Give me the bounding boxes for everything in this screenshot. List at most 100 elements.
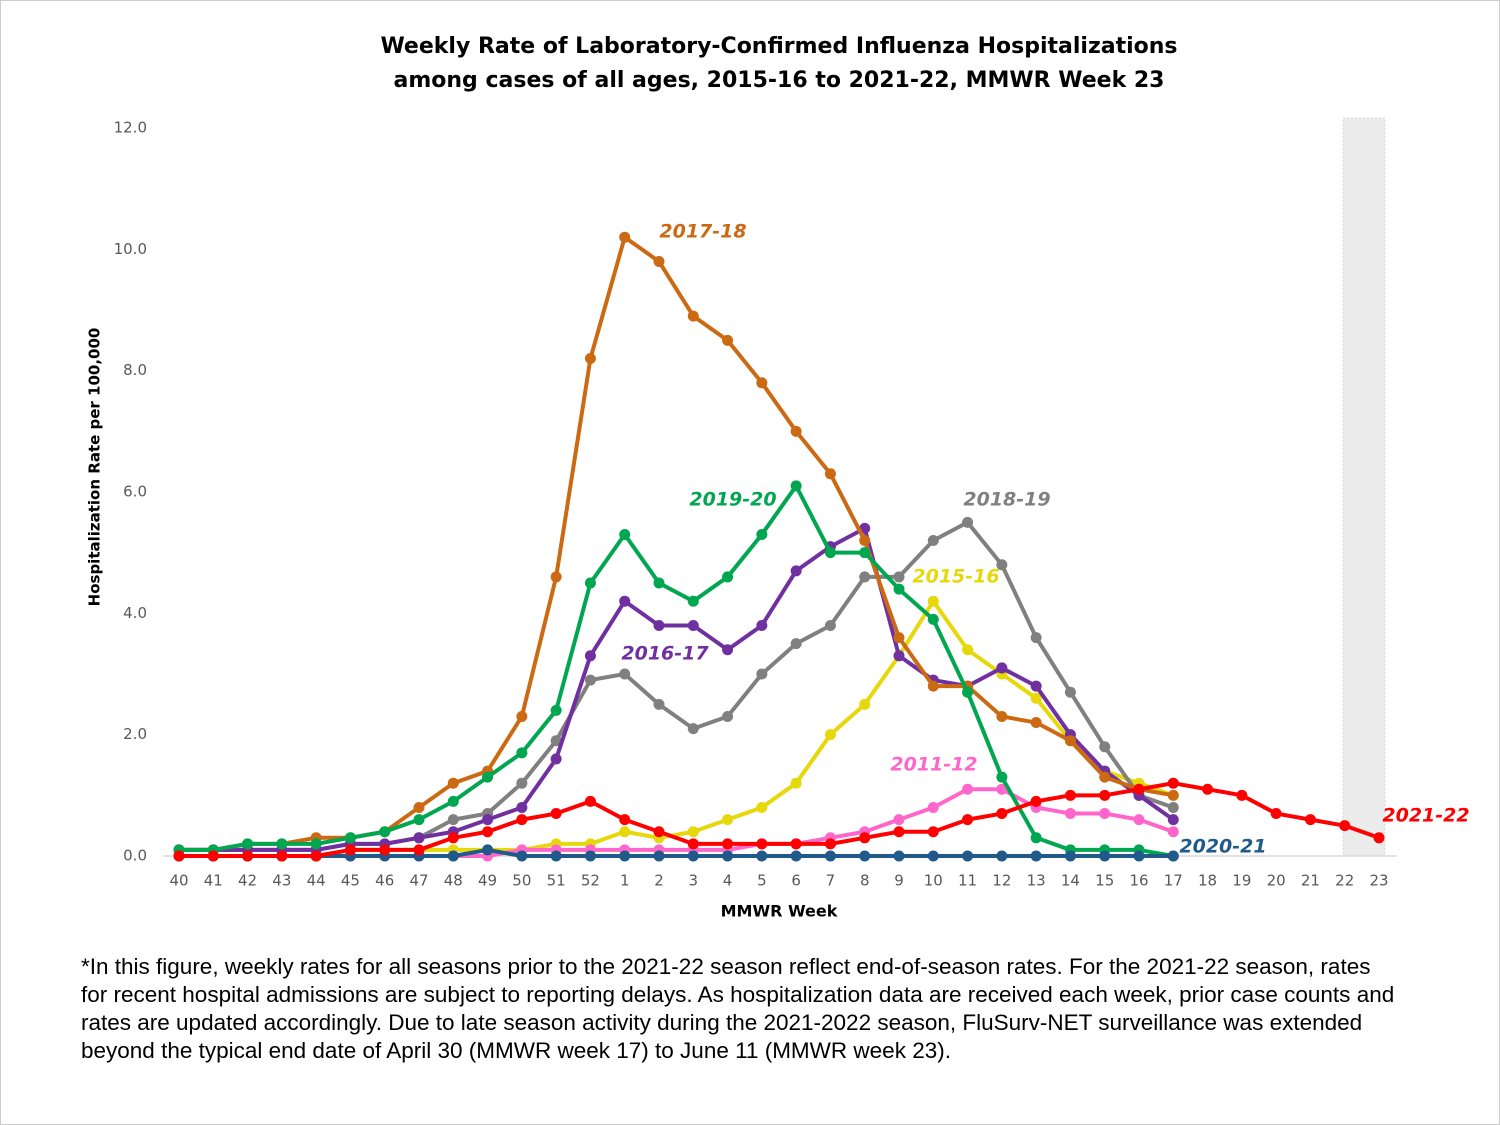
data-point [790,777,802,789]
series-label: 2021-22 [1382,805,1469,827]
data-point [996,783,1008,795]
data-point [1030,832,1042,844]
x-axis-label: MMWR Week [721,902,838,921]
data-point [927,801,939,813]
data-point [447,850,459,862]
x-tick-label: 18 [1198,872,1217,890]
data-point [550,571,562,583]
data-point [996,710,1008,722]
data-point [756,619,768,631]
data-point [687,838,699,850]
x-tick-label: 4 [723,872,733,890]
data-point [722,334,734,346]
data-point [653,255,665,267]
data-point [1099,771,1111,783]
data-point [379,844,391,856]
data-point [619,668,631,680]
data-point [893,650,905,662]
data-point [550,704,562,716]
data-point [927,826,939,838]
data-point [1167,801,1179,813]
data-point [1099,850,1111,862]
data-point [1064,735,1076,747]
series-label: 2018-19 [963,489,1050,511]
data-point [310,850,322,862]
x-tick-label: 1 [620,872,630,890]
data-point [893,583,905,595]
data-point [516,777,528,789]
data-point [893,826,905,838]
data-point [1373,832,1385,844]
x-tick-label: 16 [1129,872,1148,890]
data-point [413,832,425,844]
data-point [1064,789,1076,801]
y-tick-label: 10.0 [114,240,147,258]
data-point [1099,789,1111,801]
data-point [516,814,528,826]
data-point [687,595,699,607]
x-tick-label: 8 [860,872,870,890]
x-tick-label: 3 [689,872,699,890]
data-point [1167,850,1179,862]
data-point [482,814,494,826]
data-point [996,771,1008,783]
x-tick-label: 7 [826,872,836,890]
data-point [207,850,219,862]
data-point [242,838,254,850]
chart-title: Weekly Rate of Laboratory-Confirmed Infl… [380,34,1177,59]
x-tick-label: 12 [992,872,1011,890]
data-point [653,619,665,631]
data-point [653,850,665,862]
data-point [584,577,596,589]
data-point [310,838,322,850]
data-point [859,571,871,583]
data-point [859,832,871,844]
data-point [687,723,699,735]
data-point [756,801,768,813]
x-tick-label: 49 [478,872,497,890]
data-point [1030,850,1042,862]
x-tick-label: 52 [581,872,600,890]
data-point [1030,795,1042,807]
data-point [996,850,1008,862]
data-point [344,844,356,856]
data-point [550,850,562,862]
data-point [619,231,631,243]
data-point [584,674,596,686]
data-point [790,565,802,577]
data-point [413,814,425,826]
data-point [1030,692,1042,704]
data-point [516,850,528,862]
data-point [790,638,802,650]
series-label: 2016-17 [621,643,709,665]
series-label: 2017-18 [659,221,746,243]
x-tick-label: 21 [1301,872,1320,890]
data-point [824,468,836,480]
chart-title: among cases of all ages, 2015-16 to 2021… [394,68,1165,93]
data-point [996,808,1008,820]
x-tick-label: 10 [924,872,943,890]
data-point [927,850,939,862]
x-tick-label: 40 [169,872,188,890]
data-point [893,850,905,862]
data-point [722,850,734,862]
data-point [1339,820,1351,832]
data-point [653,698,665,710]
data-point [790,850,802,862]
footnote: *In this figure, weekly rates for all se… [81,954,1395,1063]
data-point [482,771,494,783]
data-point [722,710,734,722]
data-point [824,838,836,850]
x-tick-label: 47 [409,872,428,890]
x-tick-label: 11 [958,872,977,890]
data-point [962,814,974,826]
data-point [653,577,665,589]
data-point [859,698,871,710]
data-point [722,644,734,656]
x-tick-label: 5 [757,872,767,890]
series-line [179,235,1174,852]
x-tick-label: 20 [1267,872,1286,890]
data-point [482,844,494,856]
